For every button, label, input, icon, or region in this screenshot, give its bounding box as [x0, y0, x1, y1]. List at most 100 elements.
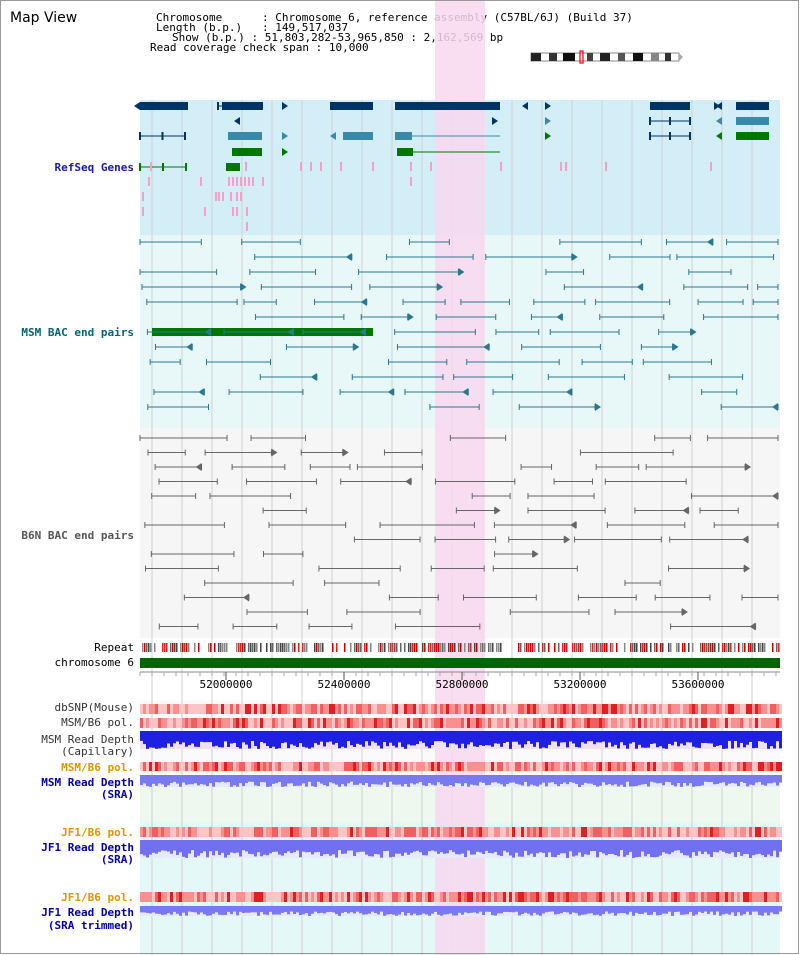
depth-bar	[668, 840, 671, 855]
repeat-mark	[450, 643, 452, 652]
track-label-msm-bac[interactable]: MSM BAC end pairs	[21, 326, 134, 339]
depth-bar	[224, 775, 227, 783]
track-label-b6n-bac[interactable]: B6N BAC end pairs	[21, 529, 134, 542]
polymorphism-cell	[323, 762, 326, 771]
depth-bar	[350, 775, 353, 782]
strand-arrow	[282, 148, 288, 156]
polymorphism-cell	[527, 762, 530, 771]
polymorphism-cell	[203, 827, 206, 837]
strand-arrow	[706, 238, 713, 246]
polymorphism-cell	[347, 827, 350, 837]
polymorphism-cell	[374, 704, 377, 714]
depth-bar	[377, 906, 380, 915]
refseq-minor-feature	[246, 222, 248, 231]
depth-bar	[233, 775, 236, 786]
polymorphism-cell	[632, 892, 635, 902]
track-label-jf1-depth-trim[interactable]: JF1 Read Depth	[41, 906, 134, 919]
depth-bar	[476, 775, 479, 786]
depth-bar	[314, 731, 317, 744]
polymorphism-cell	[209, 827, 212, 837]
track-label-jf1-depth-sra[interactable]: JF1 Read Depth	[41, 841, 134, 854]
depth-bar	[188, 906, 191, 912]
depth-bar	[293, 731, 296, 746]
polymorphism-cell	[230, 762, 233, 771]
polymorphism-cell	[248, 827, 251, 837]
polymorphism-cell	[503, 892, 506, 902]
polymorphism-cell	[461, 718, 464, 728]
depth-bar	[605, 906, 608, 912]
refseq-minor-feature	[232, 207, 234, 216]
polymorphism-cell	[266, 827, 269, 837]
refseq-minor-feature	[148, 177, 150, 186]
repeat-mark	[650, 643, 652, 652]
depth-bar	[572, 840, 575, 857]
depth-bar	[164, 906, 167, 915]
polymorphism-cell	[506, 762, 509, 771]
polymorphism-cell	[350, 704, 353, 714]
depth-bar	[509, 840, 512, 856]
track-label-msm-depth-cap[interactable]: MSM Read Depth	[41, 733, 134, 746]
depth-bar	[437, 840, 440, 854]
depth-bar	[656, 840, 659, 857]
depth-bar	[320, 840, 323, 856]
polymorphism-cell	[602, 718, 605, 728]
polymorphism-cell	[317, 827, 320, 837]
polymorphism-cell	[449, 827, 452, 837]
track-label-jf1-b6-pol[interactable]: JF1/B6 pol.	[61, 826, 134, 839]
track-label-msm-b6-pol[interactable]: MSM/B6 pol.	[61, 716, 134, 729]
polymorphism-cell	[221, 704, 224, 714]
depth-bar	[716, 906, 719, 912]
repeat-mark	[218, 643, 220, 652]
polymorphism-cell	[161, 762, 164, 771]
track-label-dbsnp[interactable]: dbSNP(Mouse)	[55, 701, 134, 714]
track-label-chromosome[interactable]: chromosome 6	[55, 656, 134, 669]
refseq-minor-feature	[236, 207, 238, 216]
depth-bar	[695, 906, 698, 915]
depth-bar	[200, 775, 203, 785]
polymorphism-cell	[317, 718, 320, 728]
polymorphism-cell	[743, 892, 746, 902]
depth-bar	[404, 775, 407, 785]
polymorphism-cell	[398, 704, 401, 714]
track-label-repeat[interactable]: Repeat	[94, 641, 134, 654]
depth-bar	[662, 840, 665, 853]
depth-bar	[365, 840, 368, 855]
track-label-msm-depth-sra[interactable]: MSM Read Depth	[41, 776, 134, 789]
track-label-jf1-b6-pol-2[interactable]: JF1/B6 pol.	[61, 891, 134, 904]
polymorphism-cell	[302, 718, 305, 728]
repeat-mark	[162, 643, 164, 652]
chromosome-ideogram[interactable]	[530, 50, 683, 64]
track-label-msm-b6-pol-2[interactable]: MSM/B6 pol.	[61, 761, 134, 774]
polymorphism-cell	[308, 892, 311, 902]
polymorphism-cell	[467, 827, 470, 837]
polymorphism-cell	[407, 704, 410, 714]
depth-bar	[539, 731, 542, 749]
polymorphism-cell	[755, 704, 758, 714]
polymorphism-cell	[185, 892, 188, 902]
depth-bar	[641, 775, 644, 785]
depth-bar	[707, 775, 710, 783]
polymorphism-cell	[239, 892, 242, 902]
track-label-refseq[interactable]: RefSeq Genes	[55, 161, 134, 174]
polymorphism-cell	[758, 704, 761, 714]
polymorphism-cell	[686, 892, 689, 902]
refseq-minor-feature	[248, 177, 250, 186]
repeat-mark	[744, 643, 746, 652]
depth-bar	[266, 840, 269, 856]
depth-bar	[152, 731, 155, 748]
depth-bar	[323, 906, 326, 914]
depth-bar	[176, 731, 179, 742]
polymorphism-cell	[416, 704, 419, 714]
polymorphism-cell	[740, 827, 743, 837]
depth-bar	[497, 840, 500, 856]
repeat-mark	[530, 643, 532, 652]
repeat-mark	[166, 643, 168, 652]
polymorphism-cell	[146, 718, 149, 728]
repeat-mark	[278, 643, 280, 652]
refseq-minor-feature	[150, 162, 152, 171]
depth-bar	[731, 906, 734, 913]
polymorphism-cell	[566, 718, 569, 728]
depth-bar	[143, 906, 146, 913]
polymorphism-cell	[410, 762, 413, 771]
